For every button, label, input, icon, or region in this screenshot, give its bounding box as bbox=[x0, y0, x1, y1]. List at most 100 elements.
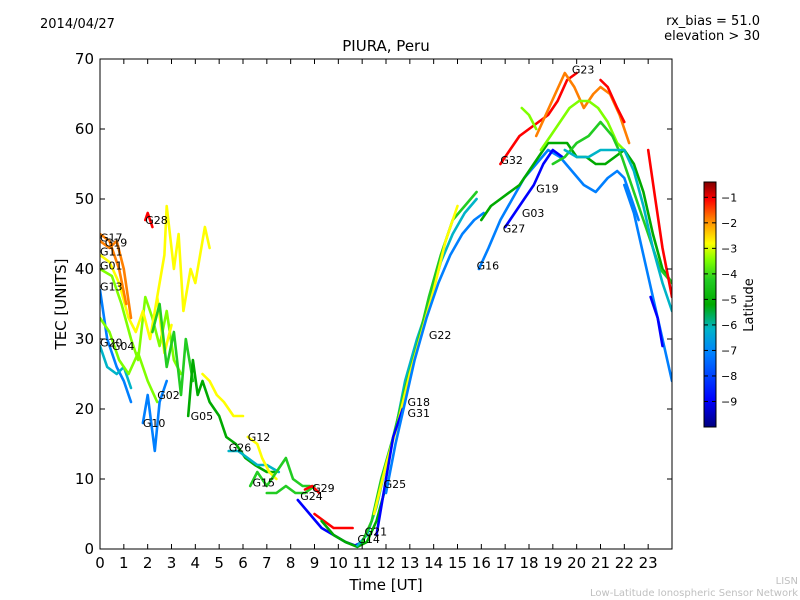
series-line-g23h bbox=[649, 295, 664, 348]
series-line-g20 bbox=[100, 344, 133, 390]
series-line-g04 bbox=[100, 316, 159, 404]
series-label: G13 bbox=[100, 281, 123, 294]
x-tick-label: 14 bbox=[424, 554, 443, 572]
colorbar-tick-label: −4 bbox=[721, 268, 737, 281]
colorbar-tick-label: −9 bbox=[721, 395, 737, 408]
series-layer bbox=[100, 71, 672, 549]
series-line-g23 bbox=[534, 71, 631, 145]
colorbar-tick-label: −3 bbox=[721, 242, 737, 255]
series-label: G27 bbox=[503, 222, 526, 235]
footer-lisn: LISN bbox=[775, 576, 798, 587]
y-axis-label: TEC [UNITS] bbox=[52, 259, 70, 351]
x-tick-label: 22 bbox=[615, 554, 634, 572]
series-label: G28 bbox=[145, 214, 168, 227]
series-line-g23e bbox=[563, 148, 672, 313]
series-line-g18 bbox=[384, 211, 485, 495]
series-label: G12 bbox=[248, 431, 271, 444]
x-tick-label: 15 bbox=[448, 554, 467, 572]
series-line-g14b bbox=[320, 484, 388, 549]
y-tick-label: 50 bbox=[75, 190, 94, 208]
x-tick-label: 10 bbox=[329, 554, 348, 572]
y-tick-label: 70 bbox=[75, 50, 94, 68]
series-label: G20 bbox=[100, 337, 123, 350]
series-line-g16 bbox=[477, 148, 640, 271]
series-line-g05b bbox=[201, 372, 245, 418]
series-label: G04 bbox=[112, 340, 135, 353]
colorbar-tick-label: −8 bbox=[721, 370, 737, 383]
series-line-g12 bbox=[246, 435, 278, 481]
series-label: G16 bbox=[477, 260, 500, 273]
series-label: G23 bbox=[572, 64, 595, 77]
series-label: G18 bbox=[407, 396, 430, 409]
rx-bias-label: rx_bias = 51.0 bbox=[666, 14, 760, 29]
colorbar-label: Latitude bbox=[742, 278, 757, 332]
series-label: G03 bbox=[522, 207, 545, 220]
series-line-g29 bbox=[303, 484, 321, 495]
colorbar-ticks: −1 −2 −3 −4 −5 −6 −7 −8 −9 bbox=[704, 191, 737, 408]
y-tick-label: 10 bbox=[75, 470, 94, 488]
x-tick-label: 20 bbox=[567, 554, 586, 572]
series-line-g26 bbox=[227, 449, 281, 474]
footer-network: Low-Latitude Ionospheric Sensor Network bbox=[590, 588, 798, 599]
series-label: G25 bbox=[384, 478, 407, 491]
series-line-g15 bbox=[248, 456, 311, 488]
series-line-g28b bbox=[155, 204, 211, 313]
series-line-g14 bbox=[296, 498, 364, 547]
colorbar-tick-label: −2 bbox=[721, 217, 737, 230]
colorbar-tick-label: −1 bbox=[721, 191, 737, 204]
series-label: G22 bbox=[429, 329, 452, 342]
y-tick-label: 60 bbox=[75, 120, 94, 138]
series-line-g27 bbox=[503, 148, 564, 229]
x-tick-label: 6 bbox=[238, 554, 248, 572]
x-tick-label: 16 bbox=[472, 554, 491, 572]
series-label: G21 bbox=[365, 526, 388, 539]
x-tick-label: 4 bbox=[191, 554, 201, 572]
x-tick-label: 9 bbox=[310, 554, 320, 572]
series-line-g01 bbox=[100, 267, 183, 376]
series-label: G29 bbox=[312, 482, 335, 495]
x-tick-label: 8 bbox=[286, 554, 296, 572]
series-line-g19b bbox=[520, 106, 538, 131]
x-tick-label: 7 bbox=[262, 554, 272, 572]
series-line-g21 bbox=[313, 512, 354, 530]
y-tick-label: 40 bbox=[75, 260, 94, 278]
series-line-g25 bbox=[356, 197, 478, 547]
x-tick-label: 1 bbox=[119, 554, 129, 572]
series-label: G19 bbox=[536, 183, 559, 196]
x-tick-label: 19 bbox=[543, 554, 562, 572]
series-line-g31 bbox=[375, 407, 404, 537]
series-line-g23g bbox=[646, 148, 672, 299]
series-line-g28 bbox=[144, 211, 154, 229]
x-tick-label: 23 bbox=[639, 554, 658, 572]
x-tick-label: 2 bbox=[143, 554, 153, 572]
y-tick-label: 0 bbox=[84, 540, 94, 558]
y-tick-label: 30 bbox=[75, 330, 94, 348]
y-axis: 0 10 20 30 40 50 60 70 bbox=[75, 50, 672, 558]
x-tick-label: 3 bbox=[167, 554, 177, 572]
x-tick-label: 21 bbox=[591, 554, 610, 572]
x-tick-label: 12 bbox=[376, 554, 395, 572]
series-line-g17 bbox=[100, 232, 128, 306]
x-tick-label: 18 bbox=[519, 554, 538, 572]
series-label: G24 bbox=[300, 490, 323, 503]
date-label: 2014/04/27 bbox=[40, 17, 115, 32]
x-tick-label: 0 bbox=[95, 554, 105, 572]
series-label: G14 bbox=[357, 533, 380, 546]
series-label: G19 bbox=[105, 236, 128, 249]
x-tick-label: 5 bbox=[214, 554, 224, 572]
series-line-g23f bbox=[623, 183, 672, 383]
series-line-g10 bbox=[141, 379, 168, 453]
x-tick-label: 11 bbox=[353, 554, 372, 572]
series-label: G32 bbox=[500, 154, 523, 167]
series-line-g32 bbox=[499, 71, 578, 166]
series-labels: G17G19G11G01G13G20G04G28G02G10G05G26G12G… bbox=[100, 64, 594, 547]
chart-title: PIURA, Peru bbox=[342, 37, 430, 55]
series-line-g23c bbox=[599, 78, 626, 124]
x-axis-label: Time [UT] bbox=[348, 576, 422, 594]
series-label: G01 bbox=[100, 260, 123, 273]
x-axis: 0 1 2 3 4 5 6 7 8 9 10 11 12 13 14 15 16 17 18 19 20 21 22 23 bbox=[95, 59, 658, 572]
series-line-g13 bbox=[100, 288, 133, 404]
x-tick-label: 13 bbox=[400, 554, 419, 572]
colorbar-tick-label: −6 bbox=[721, 319, 737, 332]
